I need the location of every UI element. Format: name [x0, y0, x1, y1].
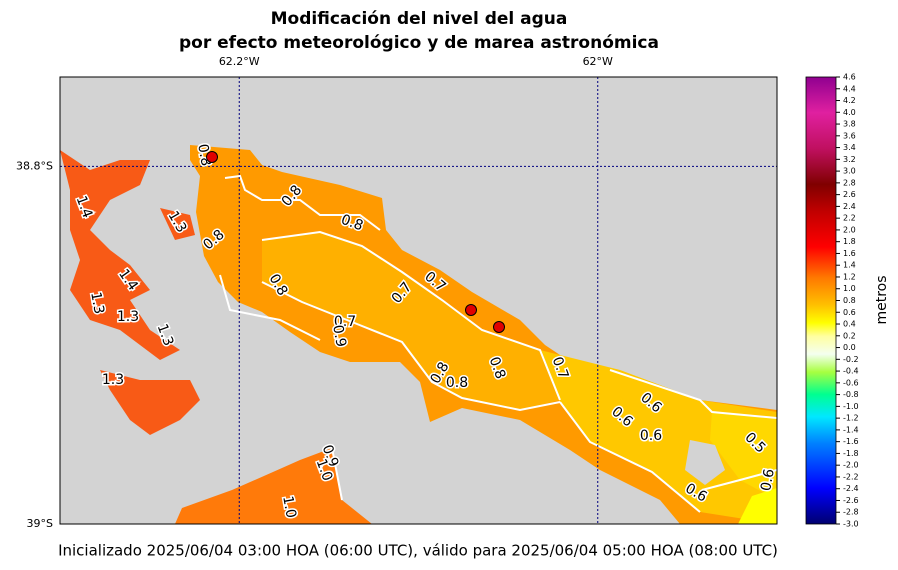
water-level-fill	[738, 488, 777, 524]
colorbar-tick-label: 3.6	[843, 131, 856, 140]
colorbar-tick-label: -1.6	[843, 437, 859, 446]
colorbar-tick-label: 0.6	[843, 308, 856, 317]
colorbar-tick-label: 2.4	[843, 202, 856, 211]
contour-labels: 0.80.80.80.80.70.70.80.70.90.80.80.8 0.70…	[71, 141, 778, 521]
colorbar-tick-label: 0.2	[843, 331, 856, 340]
station-marker	[206, 151, 218, 163]
colorbar-tick-label: 0.8	[843, 296, 856, 305]
colorbar-tick-label: -0.4	[843, 367, 859, 376]
colorbar-tick-label: -2.6	[843, 496, 859, 505]
colorbar-tick-label: 4.0	[843, 108, 856, 117]
colorbar-tick-label: 2.6	[843, 190, 856, 199]
colorbar-tick-label: 2.2	[843, 214, 856, 223]
colorbar-tick-label: -2.0	[843, 461, 859, 470]
contour-label: 1.3	[117, 309, 139, 325]
colorbar-tick-label: -0.2	[843, 355, 859, 364]
colorbar-tick-label: 4.6	[843, 73, 856, 82]
footer: Inicializado 2025/06/04 03:00 HOA (06:00…	[58, 542, 778, 560]
lat-tick-label: 38.8°S	[16, 159, 53, 172]
water-level-fill	[60, 150, 180, 360]
colorbar-tick-label: 1.4	[843, 261, 856, 270]
colorbar-tick-label: 3.0	[843, 167, 856, 176]
water-level-fill	[685, 440, 725, 485]
colorbar-tick-label: -0.6	[843, 378, 859, 387]
colorbar-tick-label: 2.8	[843, 178, 856, 187]
water-level-fill	[100, 370, 200, 435]
station-marker	[493, 321, 505, 333]
colorbar-tick-label: -1.0	[843, 402, 859, 411]
lat-tick-label: 39°S	[27, 517, 53, 530]
colorbar-tick-label: -1.4	[843, 425, 859, 434]
water-level-fill	[262, 232, 560, 410]
contour-label: 0.7	[334, 314, 356, 330]
colorbar-tick-label: -2.8	[843, 508, 859, 517]
title-line: por efecto meteorológico y de marea astr…	[179, 33, 659, 53]
colorbar-tick-label: -1.8	[843, 449, 859, 458]
contour-label: 1.0	[279, 495, 299, 520]
colorbar-tick-label: 3.4	[843, 143, 856, 152]
colorbar-tick-label: 1.2	[843, 272, 856, 281]
graticule	[60, 77, 777, 524]
colorbar-tick-label: -1.2	[843, 414, 859, 423]
colorbar-tick-label: 3.2	[843, 155, 856, 164]
colorbar-tick-label: 3.8	[843, 120, 856, 129]
colorbar-tick-label: 0.4	[843, 320, 856, 329]
colorbar-tick-label: 2.0	[843, 225, 856, 234]
contour-label: 1.3	[87, 291, 107, 316]
contour-label: 0.8	[446, 375, 468, 391]
colorbar-tick-label: -0.8	[843, 390, 859, 399]
contour-lines	[219, 174, 777, 513]
water-level-fill	[160, 208, 195, 240]
colorbar	[805, 76, 837, 525]
lon-tick-label: 62.2°W	[219, 55, 260, 68]
contour-label: 0.9	[329, 324, 349, 349]
colorbar-tick-label: 1.8	[843, 237, 856, 246]
colorbar-tick-label: 1.6	[843, 249, 856, 258]
colorbar-tick-label: 4.2	[843, 96, 856, 105]
contour-label: 1.3	[102, 372, 124, 388]
colorbar-tick-label: -2.4	[843, 484, 859, 493]
colorbar-tick-label: -2.2	[843, 472, 859, 481]
water-level-fill	[540, 350, 777, 524]
colorbar-label: metros	[874, 275, 890, 324]
water-level-fill	[710, 412, 777, 500]
colorbar-tick-label: 4.4	[843, 84, 856, 93]
map-area: 0.80.80.80.80.70.70.80.70.90.80.80.8 0.70…	[60, 77, 778, 524]
colorbar-tick-label: 0.0	[843, 343, 856, 352]
colorbar-tick-label: -3.0	[843, 520, 859, 529]
contour-label: 0.6	[640, 428, 662, 444]
title-line: Modificación del nivel del agua	[271, 9, 568, 29]
lon-tick-label: 62°W	[583, 55, 613, 68]
colorbar-tick-label: 1.0	[843, 284, 856, 293]
contour-label: 0.6	[758, 468, 778, 493]
map-frame	[59, 76, 778, 525]
station-marker	[465, 304, 477, 316]
